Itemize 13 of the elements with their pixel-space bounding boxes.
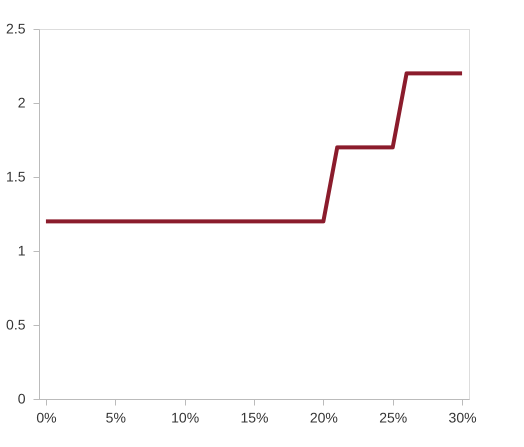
y-tick-label: 1.5 [6,168,26,184]
y-tick-label: 2.5 [6,20,26,36]
x-tick-label: 30% [448,410,477,426]
y-tick-label: 0 [18,390,26,406]
y-tick-label: 1 [18,242,26,258]
x-tick-label: 15% [240,410,269,426]
x-tick-label: 25% [379,410,408,426]
x-tick-label: 5% [106,410,126,426]
x-tick-label: 0% [36,410,57,426]
x-tick-label: 20% [310,410,338,426]
y-tick-label: 2 [18,94,26,110]
y-tick-label: 0.5 [6,316,26,332]
x-tick-label: 10% [171,410,200,426]
